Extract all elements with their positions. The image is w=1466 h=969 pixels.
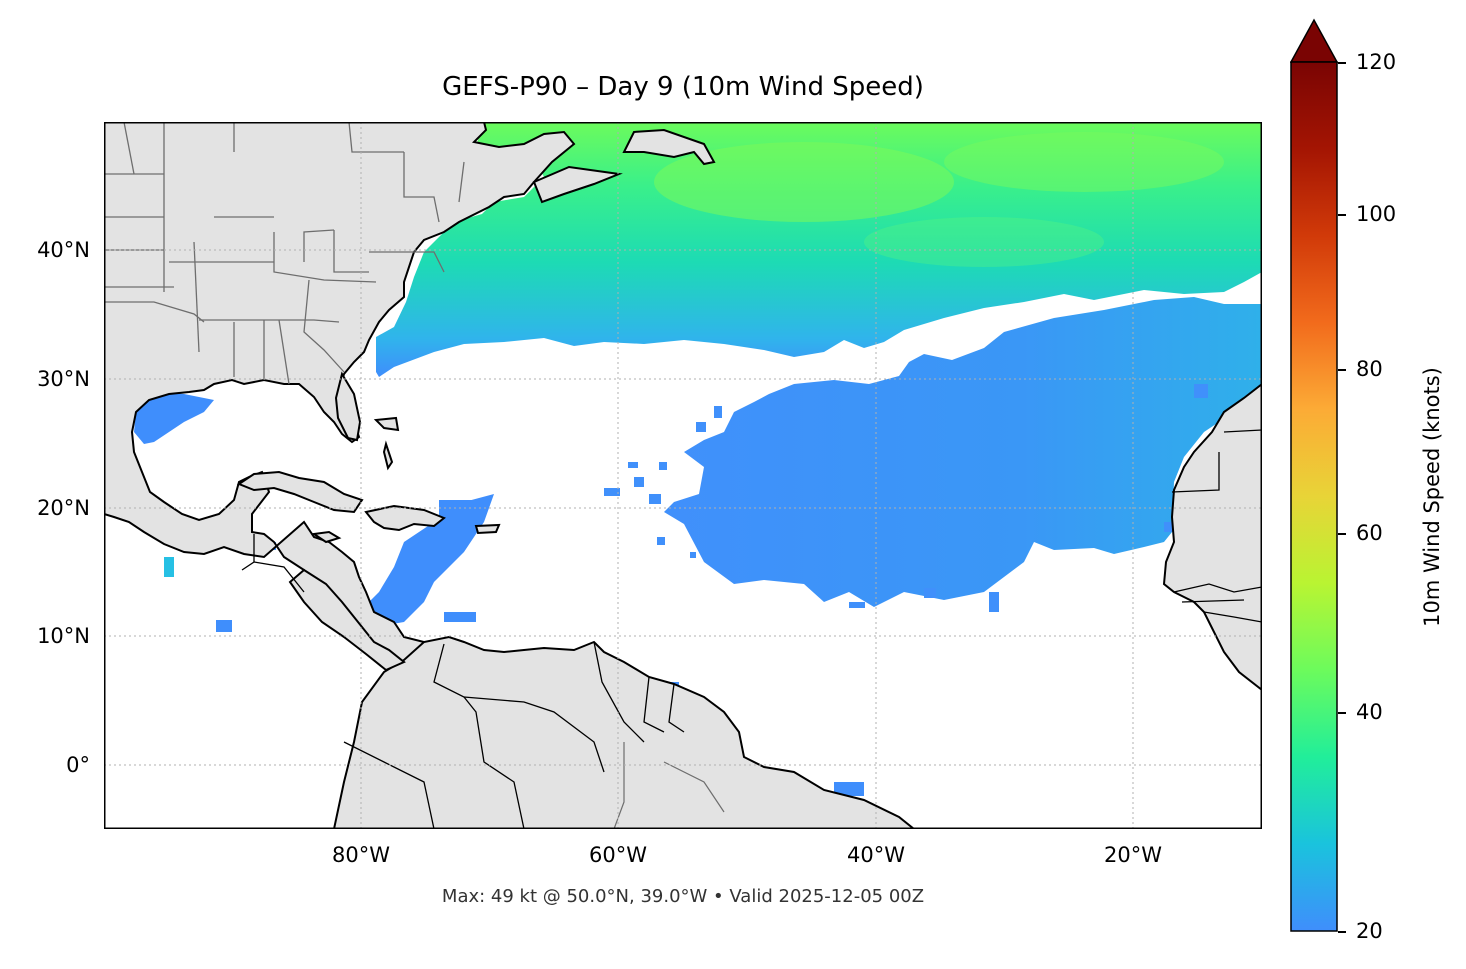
x-tick-80w: 80°W	[332, 843, 390, 867]
gridlines	[104, 122, 1262, 829]
land-jamaica	[311, 530, 342, 544]
wind-field-trade-winds	[664, 297, 1262, 607]
land-africa	[1162, 382, 1262, 692]
chart-title: GEFS-P90 – Day 9 (10m Wind Speed)	[442, 72, 924, 102]
y-tick-10n: 10°N	[37, 624, 90, 648]
y-tick-20n: 20°N	[37, 496, 90, 520]
land-nova-scotia	[532, 165, 623, 204]
y-tick-30n: 30°N	[37, 367, 90, 391]
x-tick-60w: 60°W	[589, 843, 647, 867]
wind-field-gulf	[134, 392, 214, 444]
wind-speckles	[604, 384, 1208, 612]
y-tick-0: 0°	[66, 753, 90, 777]
wind-field-caribbean	[354, 494, 494, 627]
colorbar-label: 10m Wind Speed (knots)	[1420, 367, 1444, 627]
map-panel[interactable]	[104, 122, 1262, 829]
country-borders	[241, 534, 685, 829]
x-tick-20w: 20°W	[1104, 843, 1162, 867]
colorbar-extend-arrow	[1289, 18, 1339, 63]
y-tick-40n: 40°N	[37, 238, 90, 262]
map-border	[104, 122, 1262, 829]
colorbar-tick-20: 20	[1356, 919, 1383, 943]
colorbar-tick-60: 60	[1356, 521, 1383, 545]
colorbar-tick-40: 40	[1356, 700, 1383, 724]
colorbar-tick-100: 100	[1356, 202, 1397, 226]
footer-annotation: Max: 49 kt @ 50.0°N, 39.0°W • Valid 2025…	[441, 886, 925, 907]
colorbar-tick-120: 120	[1356, 50, 1397, 74]
land-puerto-rico	[474, 523, 501, 535]
colorbar-tick-80: 80	[1356, 357, 1383, 381]
land-newfoundland	[622, 128, 716, 166]
land-cuba	[236, 470, 364, 514]
colorbar	[1289, 18, 1339, 932]
x-tick-40w: 40°W	[847, 843, 905, 867]
